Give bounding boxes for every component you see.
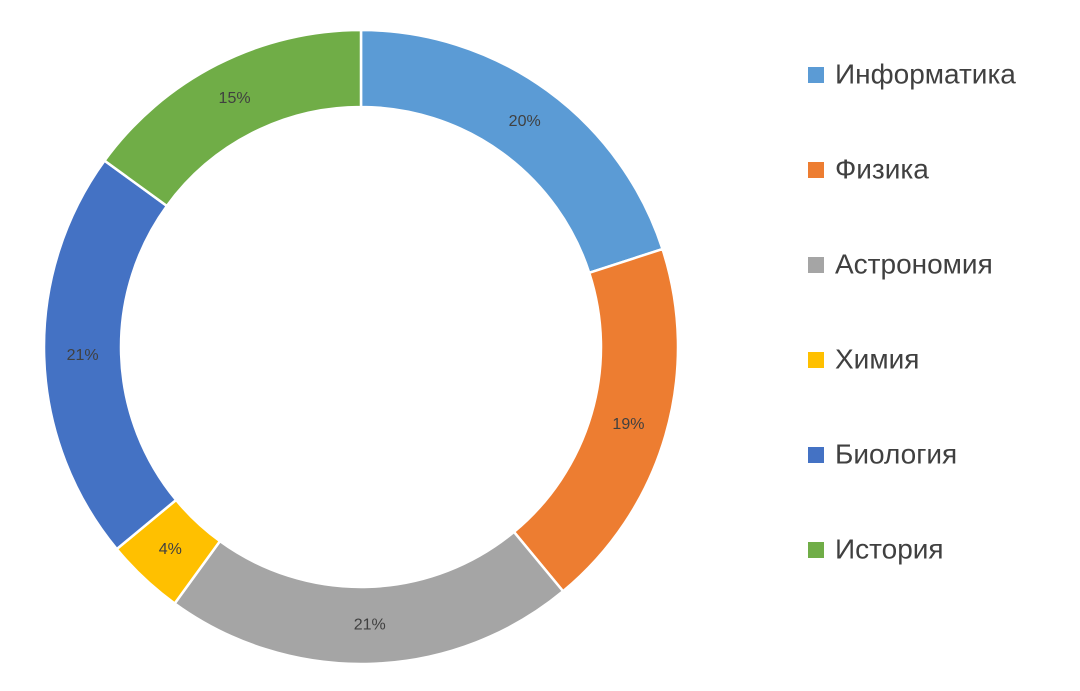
legend-swatch [808, 352, 824, 368]
slice [512, 247, 680, 594]
legend-label: Астрономия [835, 248, 993, 279]
data-label: 21% [354, 617, 386, 634]
slice [102, 28, 363, 208]
legend-swatch [808, 542, 824, 558]
slice [359, 28, 665, 275]
slice [172, 530, 565, 666]
legend-swatch [808, 257, 824, 273]
legend-label: История [835, 533, 944, 564]
data-label: 21% [67, 347, 99, 364]
data-label: 19% [612, 416, 644, 433]
legend-swatch [808, 447, 824, 463]
legend-swatch [808, 162, 824, 178]
legend-label: Химия [835, 343, 919, 374]
data-label: 15% [219, 90, 251, 107]
legend-label: Биология [835, 438, 957, 469]
data-label: 4% [159, 541, 182, 558]
legend-swatch [808, 67, 824, 83]
slice [42, 158, 178, 551]
data-label: 20% [509, 113, 541, 130]
legend-label: Физика [835, 153, 929, 184]
legend-label: Информатика [835, 58, 1016, 89]
